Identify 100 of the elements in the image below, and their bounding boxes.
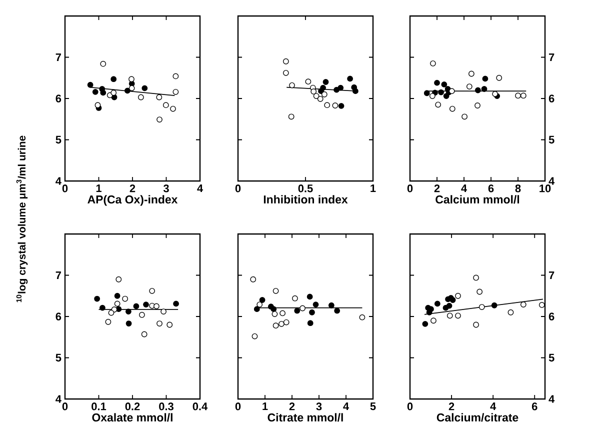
point [143, 302, 149, 308]
x-tick-label: 2 [130, 184, 136, 192]
point [318, 88, 324, 94]
y-tick-label: 4 [56, 395, 62, 403]
point [173, 300, 179, 307]
point [162, 102, 169, 108]
point [94, 102, 101, 108]
point [122, 296, 128, 302]
point [429, 93, 436, 99]
point [280, 310, 286, 316]
point [124, 88, 130, 94]
x-tick-label: 0 [235, 184, 241, 192]
y-tick-label: 6 [56, 94, 62, 102]
point [100, 304, 106, 311]
point [430, 318, 436, 324]
point [149, 288, 156, 294]
point [468, 70, 474, 77]
point [435, 102, 442, 108]
point [321, 91, 328, 98]
x-tick-label: 10 [540, 184, 551, 192]
x-axis-title: Citrate mmol/l [268, 413, 343, 422]
point [328, 302, 334, 308]
point [352, 88, 358, 94]
x-tick-label: 0 [407, 184, 413, 192]
x-tick-label: 0 [62, 184, 68, 192]
y-tick-label: 6 [56, 312, 62, 320]
point [116, 276, 122, 282]
x-axis-title: Inhibition index [264, 195, 348, 204]
point [272, 288, 279, 294]
x-tick-label: 0 [235, 402, 241, 410]
point [538, 302, 545, 308]
y-tick-label: 6 [548, 94, 554, 102]
point [272, 322, 279, 329]
point [455, 312, 461, 319]
point [139, 312, 145, 318]
point [300, 305, 306, 312]
x-axis-title: Calcium/citrate [436, 413, 518, 422]
point [332, 102, 338, 108]
y-tick-label: 5 [548, 354, 554, 362]
point [455, 292, 461, 299]
point [309, 309, 315, 316]
point [172, 73, 179, 80]
y-tick-label: 6 [548, 312, 554, 320]
point [338, 84, 344, 91]
x-tick-label: 0.5 [298, 184, 313, 192]
point [305, 78, 312, 85]
point [434, 80, 440, 86]
point [259, 297, 266, 303]
point [154, 303, 160, 310]
point [312, 302, 319, 308]
y-tick-label: 7 [56, 53, 61, 62]
x-tick-label: 0 [407, 402, 413, 410]
point [288, 114, 294, 120]
point [126, 320, 132, 326]
point [449, 106, 456, 112]
point [133, 303, 140, 310]
x-tick-label: 4 [461, 184, 467, 192]
point [334, 308, 340, 314]
point [317, 96, 324, 102]
x-tick-label: 1 [262, 402, 268, 410]
point [441, 82, 448, 88]
point [310, 88, 317, 94]
point [100, 90, 106, 96]
point [496, 74, 502, 81]
point [108, 310, 114, 316]
x-tick-label: 5 [370, 402, 376, 410]
x-tick-label: 0.2 [125, 402, 140, 410]
x-tick-label: 2 [448, 402, 454, 410]
point [338, 102, 344, 109]
point [430, 60, 436, 66]
point [252, 333, 258, 340]
y-tick-label: 4 [548, 395, 555, 403]
point [473, 322, 479, 328]
x-tick-label: 4 [343, 402, 349, 410]
point [160, 308, 166, 314]
x-tick-label: 1 [370, 184, 376, 192]
point [256, 302, 263, 308]
y-tick-label: 4 [56, 177, 62, 185]
x-tick-label: 6 [488, 184, 494, 192]
point [294, 308, 300, 314]
y-tick-label: 5 [56, 136, 62, 144]
x-tick-label: 6 [532, 402, 538, 410]
x-axis-title: Calcium mmol/l [436, 195, 520, 204]
point [322, 79, 329, 85]
point [141, 331, 148, 338]
point [87, 82, 94, 88]
x-tick-label: 2 [289, 402, 295, 410]
point [282, 58, 289, 64]
point [289, 82, 295, 88]
point [474, 87, 481, 94]
point [473, 274, 479, 281]
point [446, 302, 452, 309]
point [292, 295, 298, 302]
point [250, 276, 256, 282]
point [278, 320, 284, 327]
point [422, 320, 428, 327]
point [434, 300, 440, 307]
point [272, 311, 278, 317]
x-axis-title: AP(Ca Ox)-index [88, 195, 178, 206]
point [166, 322, 173, 328]
